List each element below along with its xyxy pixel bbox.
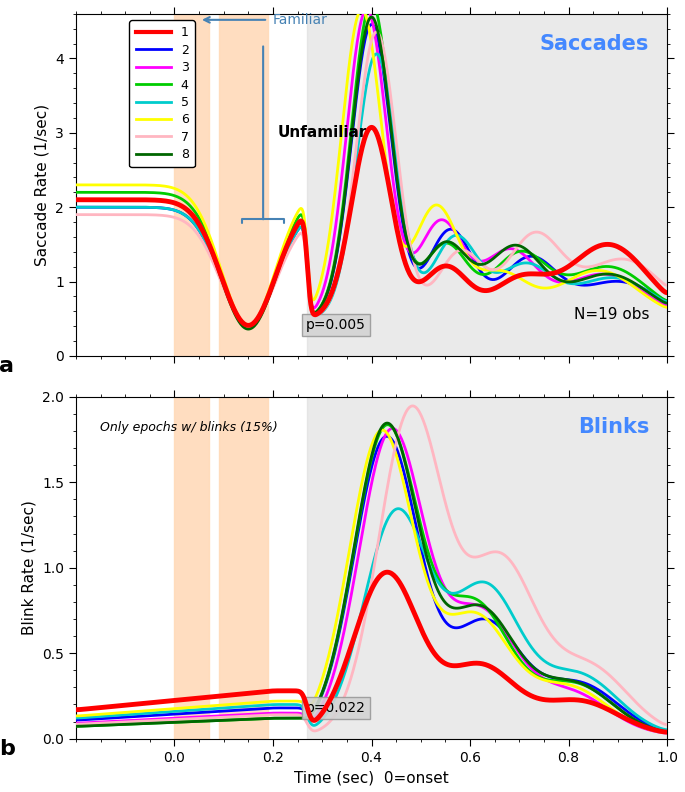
Text: p=0.022: p=0.022 — [306, 701, 366, 714]
Legend: 1, 2, 3, 4, 5, 6, 7, 8: 1, 2, 3, 4, 5, 6, 7, 8 — [129, 20, 195, 167]
Bar — [175, 397, 209, 739]
Bar — [219, 14, 268, 356]
Text: b: b — [0, 739, 15, 759]
Text: Only epochs w/ blinks (15%): Only epochs w/ blinks (15%) — [99, 421, 277, 434]
Y-axis label: Saccade Rate (1/sec): Saccade Rate (1/sec) — [35, 104, 50, 266]
Text: N=19 obs: N=19 obs — [574, 307, 649, 322]
X-axis label: Time (sec)  0=onset: Time (sec) 0=onset — [294, 770, 449, 785]
Text: a: a — [0, 356, 14, 376]
Text: Blinks: Blinks — [578, 417, 649, 437]
Text: p=0.005: p=0.005 — [306, 318, 366, 332]
Bar — [175, 14, 209, 356]
Text: Saccades: Saccades — [540, 34, 649, 55]
Bar — [308, 397, 672, 739]
Text: Familiar: Familiar — [273, 13, 328, 27]
Text: Unfamiliar: Unfamiliar — [278, 125, 367, 140]
Y-axis label: Blink Rate (1/sec): Blink Rate (1/sec) — [22, 501, 36, 635]
Bar — [219, 397, 268, 739]
Bar — [308, 14, 672, 356]
